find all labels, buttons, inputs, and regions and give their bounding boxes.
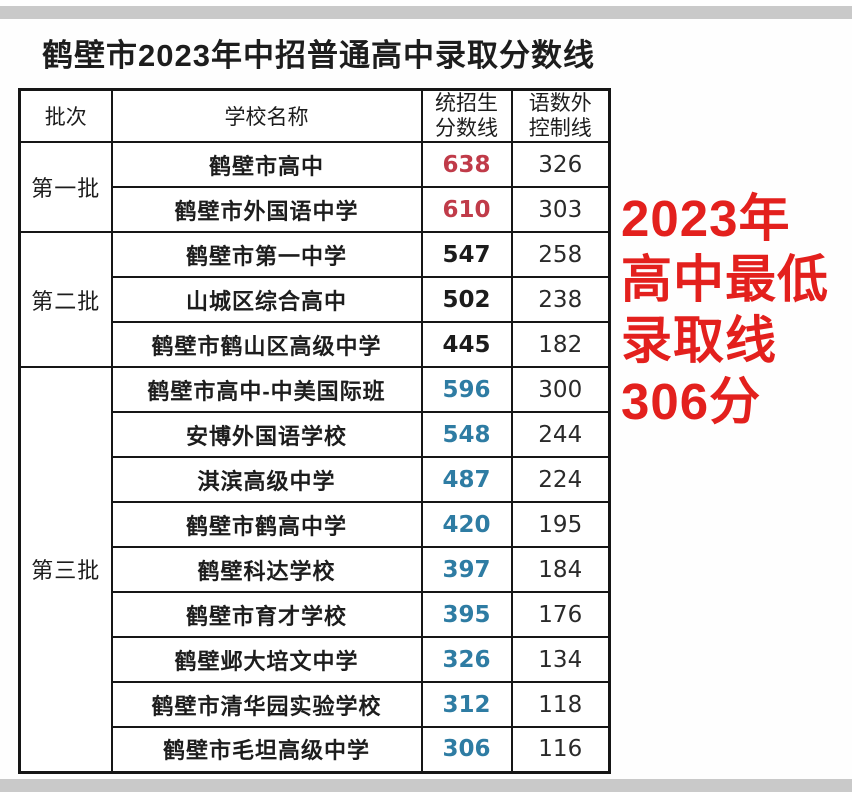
- table-row: 鹤壁市清华园实验学校 312 118: [20, 681, 611, 728]
- unified-score-cell: 445: [420, 321, 513, 368]
- control-score-cell: 118: [510, 681, 611, 728]
- control-score-cell: 184: [510, 546, 611, 593]
- bottom-divider-bar: [0, 779, 852, 792]
- unified-score-cell: 420: [420, 501, 513, 548]
- table-row: 鹤壁市外国语中学 610 303: [20, 186, 611, 233]
- unified-score-cell: 610: [420, 186, 513, 233]
- unified-score-cell: 312: [420, 681, 513, 728]
- table-row: 鹤壁邺大培文中学 326 134: [20, 636, 611, 683]
- school-name-cell: 鹤壁市鹤山区高级中学: [110, 321, 423, 368]
- unified-score-cell: 326: [420, 636, 513, 683]
- school-name-cell: 鹤壁市第一中学: [110, 231, 423, 278]
- table-row: 第一批 鹤壁市高中 638 326: [18, 141, 611, 233]
- table-row: 鹤壁市毛坦高级中学 306 116: [20, 726, 611, 773]
- table-row: 鹤壁科达学校 397 184: [20, 546, 611, 593]
- unified-score-cell: 487: [420, 456, 513, 503]
- table-row: 第二批 鹤壁市第一中学 547 258: [18, 231, 611, 368]
- table-row: 第三批 鹤壁市高中-中美国际班 596 300: [18, 366, 611, 773]
- min-score-annotation: 2023年 高中最低 录取线 306分: [621, 188, 851, 432]
- school-name-cell: 鹤壁市毛坦高级中学: [110, 726, 423, 773]
- school-name-cell: 淇滨高级中学: [110, 456, 423, 503]
- school-name-cell: 山城区综合高中: [110, 276, 423, 323]
- page-title: 鹤壁市2023年中招普通高中录取分数线: [42, 38, 595, 73]
- control-score-cell: 238: [510, 276, 611, 323]
- table-row: 安博外国语学校 548 244: [20, 411, 611, 458]
- top-divider-bar: [0, 6, 852, 19]
- school-name-cell: 安博外国语学校: [110, 411, 423, 458]
- unified-score-cell: 502: [420, 276, 513, 323]
- unified-score-cell: 638: [420, 141, 513, 188]
- unified-score-cell: 596: [420, 366, 513, 413]
- annotation-line: 高中最低: [621, 251, 830, 308]
- table-row: 山城区综合高中 502 238: [20, 276, 611, 323]
- control-score-cell: 244: [510, 411, 611, 458]
- control-score-cell: 116: [510, 726, 611, 773]
- table-header-row: 批次 学校名称 统招生 分数线 语数外 控制线: [18, 88, 611, 143]
- unified-score-cell: 395: [420, 591, 513, 638]
- annotation-line: 2023年: [621, 190, 791, 247]
- admission-score-table: 批次 学校名称 统招生 分数线 语数外 控制线 第一批 鹤壁市高中 638 32…: [18, 88, 611, 774]
- school-name-cell: 鹤壁市鹤高中学: [110, 501, 423, 548]
- annotation-line: 录取线: [621, 312, 778, 369]
- table-row: 鹤壁市育才学校 395 176: [20, 591, 611, 638]
- control-score-cell: 182: [510, 321, 611, 368]
- control-score-cell: 224: [510, 456, 611, 503]
- school-name-cell: 鹤壁市育才学校: [110, 591, 423, 638]
- header-control-line: 语数外 控制线: [510, 88, 611, 143]
- header-unified-score: 统招生 分数线: [420, 88, 513, 143]
- batch-cell: 第二批: [18, 231, 113, 368]
- school-name-cell: 鹤壁市高中-中美国际班: [110, 366, 423, 413]
- control-score-cell: 303: [510, 186, 611, 233]
- unified-score-cell: 306: [420, 726, 513, 773]
- school-name-cell: 鹤壁市高中: [110, 141, 423, 188]
- batch-cell: 第一批: [18, 141, 113, 233]
- control-score-cell: 176: [510, 591, 611, 638]
- unified-score-cell: 397: [420, 546, 513, 593]
- control-score-cell: 326: [510, 141, 611, 188]
- header-batch: 批次: [18, 88, 113, 143]
- table-row: 鹤壁市鹤山区高级中学 445 182: [20, 321, 611, 368]
- batch-cell: 第三批: [18, 366, 113, 773]
- table-row: 淇滨高级中学 487 224: [20, 456, 611, 503]
- table-row: 鹤壁市鹤高中学 420 195: [20, 501, 611, 548]
- control-score-cell: 300: [510, 366, 611, 413]
- control-score-cell: 134: [510, 636, 611, 683]
- school-name-cell: 鹤壁市外国语中学: [110, 186, 423, 233]
- school-name-cell: 鹤壁市清华园实验学校: [110, 681, 423, 728]
- unified-score-cell: 547: [420, 231, 513, 278]
- control-score-cell: 195: [510, 501, 611, 548]
- school-name-cell: 鹤壁科达学校: [110, 546, 423, 593]
- school-name-cell: 鹤壁邺大培文中学: [110, 636, 423, 683]
- header-school-name: 学校名称: [110, 88, 423, 143]
- unified-score-cell: 548: [420, 411, 513, 458]
- control-score-cell: 258: [510, 231, 611, 278]
- annotation-line: 306分: [621, 373, 762, 430]
